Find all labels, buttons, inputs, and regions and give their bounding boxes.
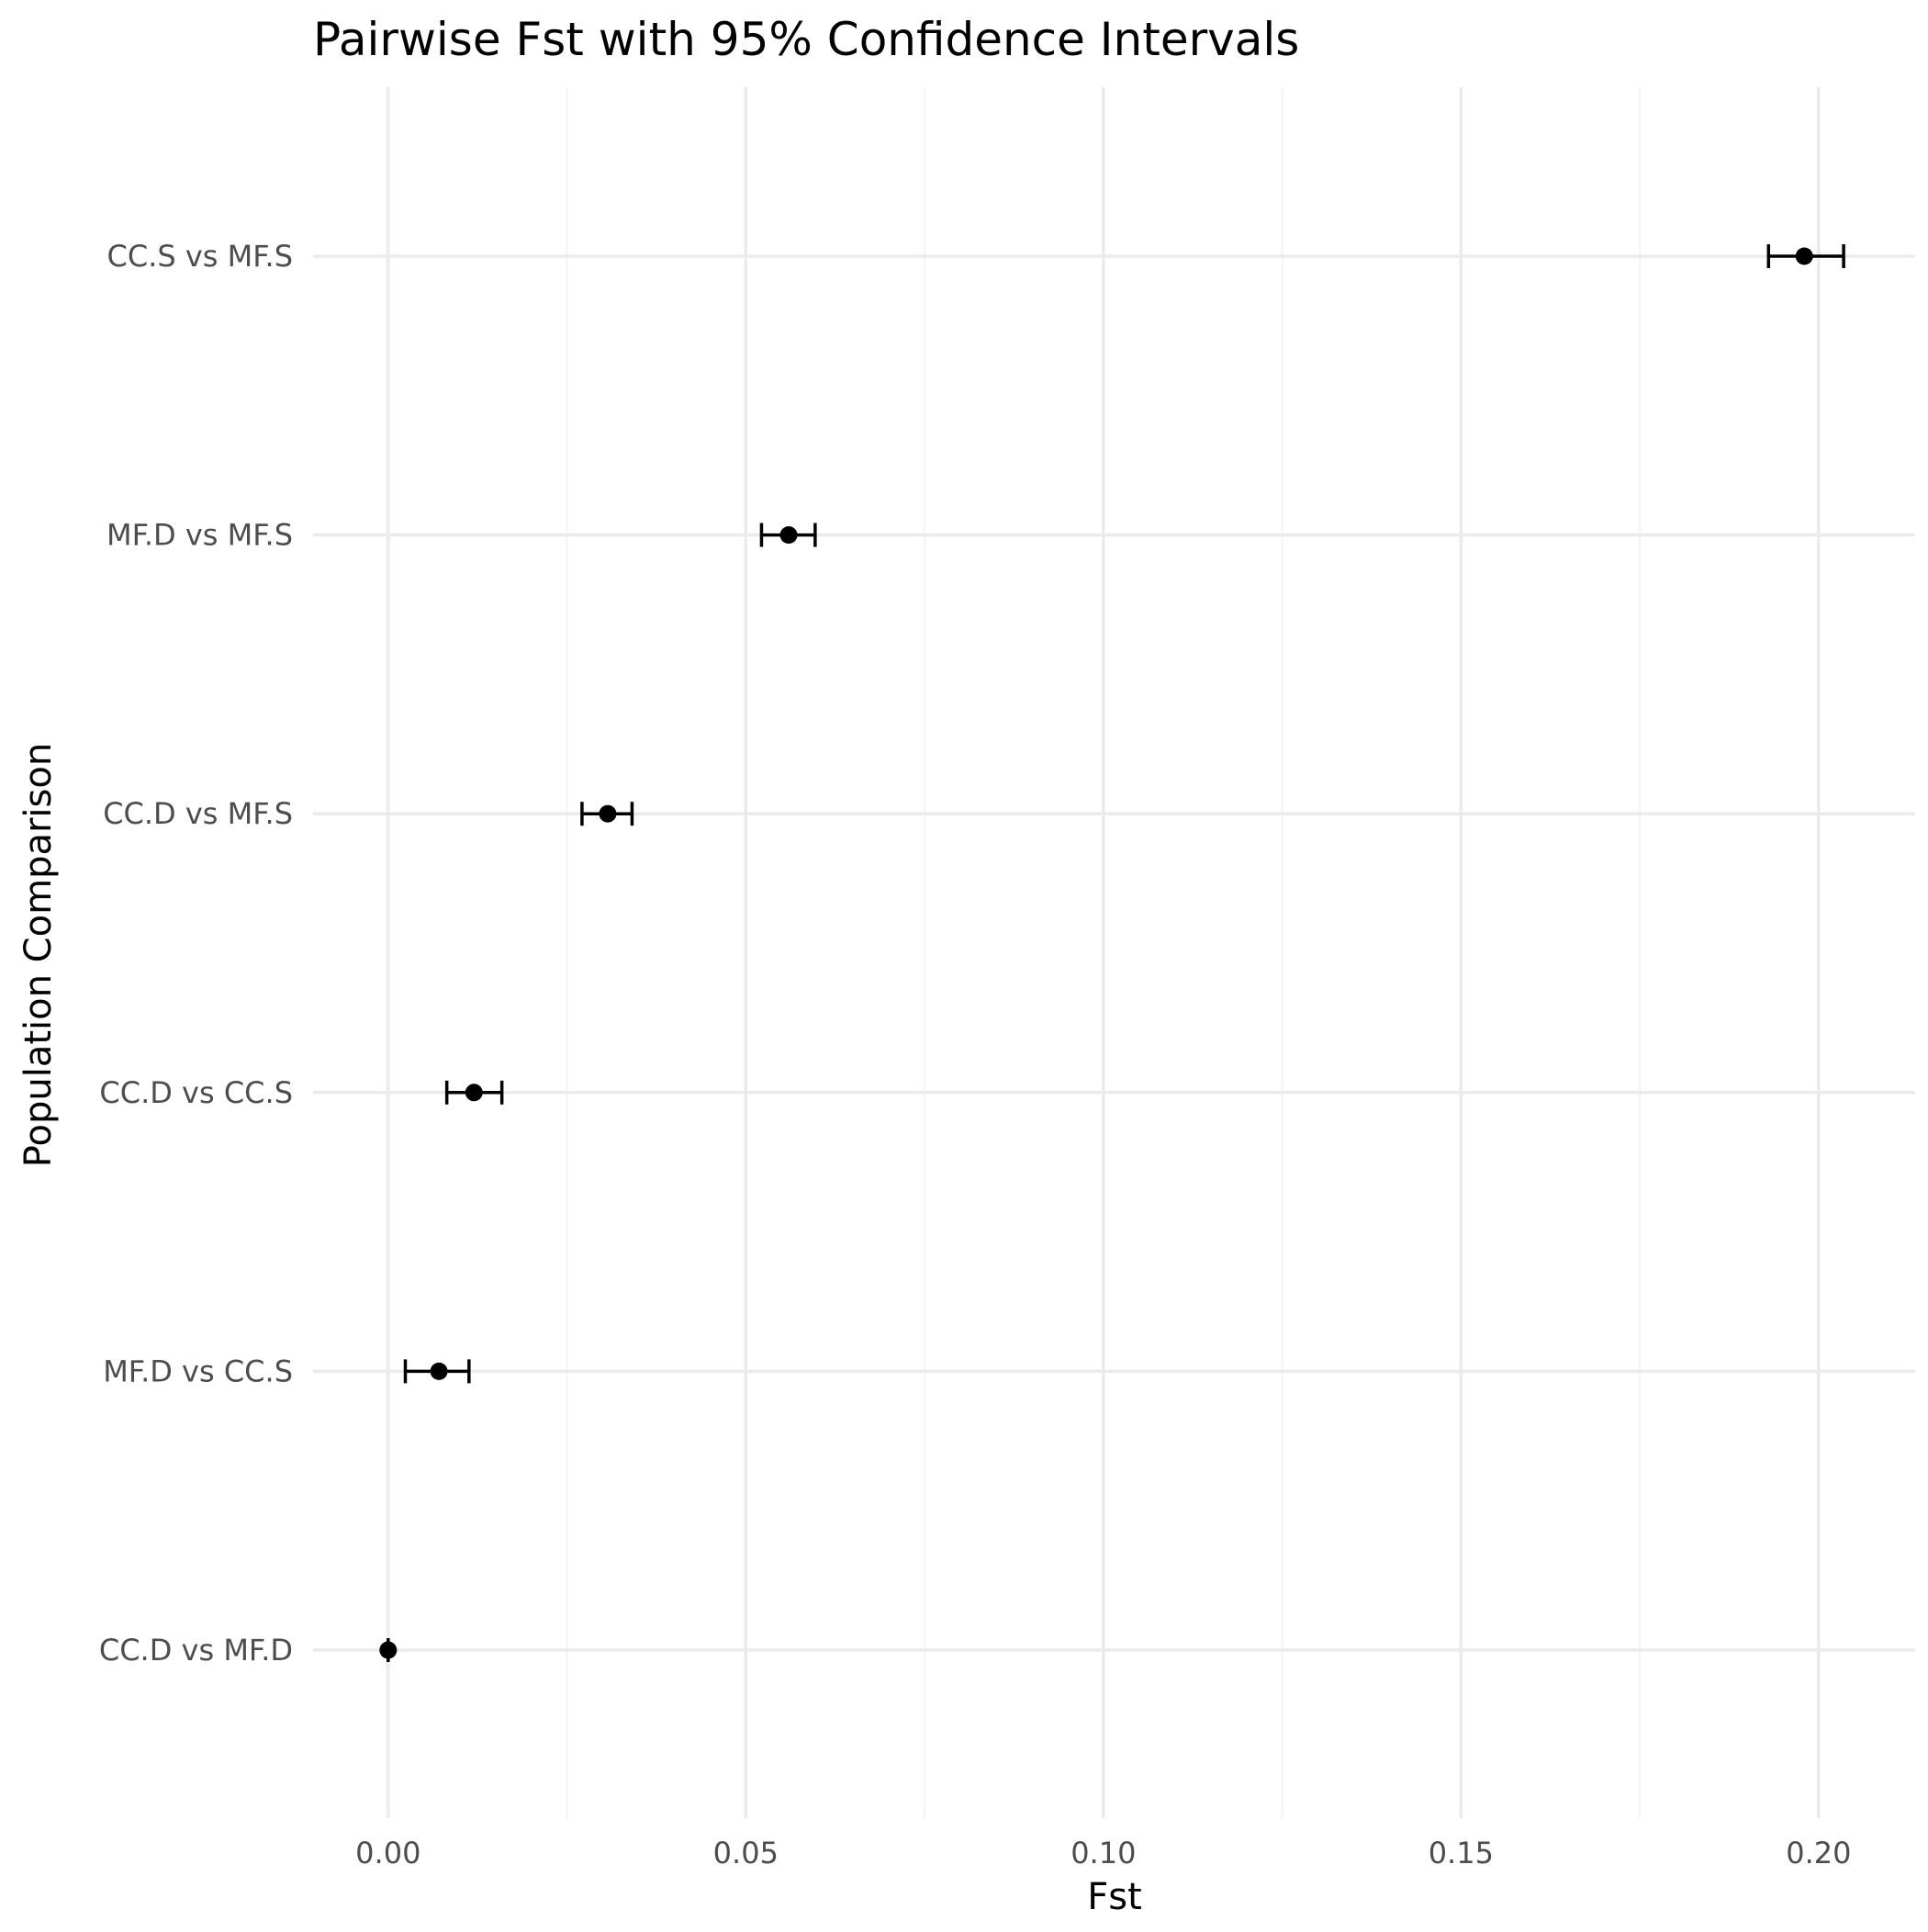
data-point <box>465 1084 483 1102</box>
data-point <box>379 1641 398 1659</box>
x-tick-label: 0.10 <box>1070 1836 1136 1870</box>
error-bar-group <box>403 1359 471 1384</box>
x-tick-label: 0.15 <box>1429 1836 1494 1870</box>
data-point <box>430 1362 448 1380</box>
y-tick-label: CC.D vs CC.S <box>99 1075 293 1110</box>
error-bar-group <box>759 522 817 547</box>
y-tick-label: MF.D vs CC.S <box>103 1354 293 1388</box>
x-tick-label: 0.05 <box>713 1836 779 1870</box>
y-tick-label: CC.D vs MF.D <box>99 1633 293 1668</box>
error-bar-group <box>580 802 634 826</box>
error-bar-group <box>1766 244 1845 268</box>
error-bar-group <box>379 1638 398 1662</box>
data-point <box>1795 247 1813 265</box>
x-tick-label: 0.00 <box>355 1836 420 1870</box>
y-tick-label: MF.D vs MF.S <box>106 518 293 553</box>
data-point <box>599 804 617 823</box>
y-axis-title: Population Comparison <box>17 743 60 1167</box>
chart-title: Pairwise Fst with 95% Confidence Interva… <box>313 13 1299 66</box>
marks-layer <box>379 244 1845 1662</box>
grid-layer <box>313 87 1915 1818</box>
x-axis-title: Fst <box>1087 1876 1142 1918</box>
labels-layer: Pairwise Fst with 95% Confidence Interva… <box>17 13 1851 1918</box>
x-tick-label: 0.20 <box>1786 1836 1851 1870</box>
y-tick-label: CC.S vs MF.S <box>107 239 293 274</box>
y-tick-label: CC.D vs MF.S <box>103 796 293 831</box>
error-bar-group <box>444 1080 504 1105</box>
data-point <box>779 526 798 545</box>
